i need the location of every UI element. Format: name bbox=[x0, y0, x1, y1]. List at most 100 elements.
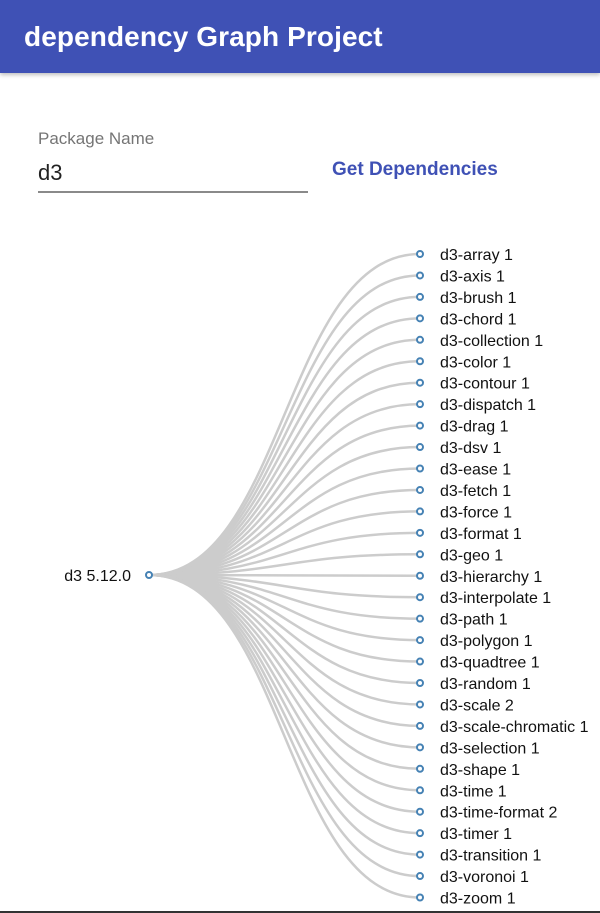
tree-link bbox=[148, 338, 421, 577]
dependency-node-label: d3-array 1 bbox=[440, 247, 513, 264]
dependency-node-label: d3-interpolate 1 bbox=[440, 590, 551, 607]
dependency-node[interactable]: d3-fetch 1 bbox=[416, 483, 511, 500]
dependency-node-dot[interactable] bbox=[416, 700, 424, 709]
dependency-node-dot[interactable] bbox=[416, 314, 424, 323]
dependency-node-dot[interactable] bbox=[416, 378, 424, 387]
dependency-node-dot[interactable] bbox=[416, 786, 424, 795]
root-node-label: d3 5.12.0 bbox=[64, 568, 131, 585]
dependency-node[interactable]: d3-dsv 1 bbox=[416, 440, 501, 457]
dependency-node-dot[interactable] bbox=[416, 421, 424, 430]
dependency-node[interactable]: d3-color 1 bbox=[416, 354, 511, 371]
dependency-node-dot[interactable] bbox=[416, 679, 424, 687]
dependency-node-dot[interactable] bbox=[416, 593, 424, 602]
dependency-node-dot[interactable] bbox=[416, 464, 424, 473]
tree-link bbox=[148, 573, 421, 835]
package-name-input[interactable] bbox=[38, 155, 308, 193]
dependency-node[interactable]: d3-brush 1 bbox=[416, 290, 517, 307]
dependency-node-label: d3-polygon 1 bbox=[440, 633, 533, 650]
dependency-node[interactable]: d3-selection 1 bbox=[416, 740, 540, 757]
dependency-node-label: d3-voronoi 1 bbox=[440, 869, 529, 886]
dependency-node-label: d3-zoom 1 bbox=[440, 891, 516, 908]
dependency-node-label: d3-timer 1 bbox=[440, 826, 512, 843]
dependency-node-dot[interactable] bbox=[416, 357, 424, 366]
dependency-node[interactable]: d3-hierarchy 1 bbox=[416, 569, 542, 586]
dependency-node-dot[interactable] bbox=[416, 271, 424, 280]
dependency-node-label: d3-axis 1 bbox=[440, 268, 505, 285]
package-name-label: Package Name bbox=[38, 129, 155, 148]
dependency-node-dot[interactable] bbox=[416, 250, 424, 258]
dependency-node-dot[interactable] bbox=[416, 872, 424, 881]
dependency-node[interactable]: d3-transition 1 bbox=[416, 848, 541, 865]
dependency-node-dot[interactable] bbox=[416, 657, 424, 666]
dependency-node-dot[interactable] bbox=[416, 571, 424, 580]
dependency-node-dot[interactable] bbox=[416, 400, 424, 409]
dependency-node-dot[interactable] bbox=[416, 528, 424, 537]
dependency-node-label: d3-transition 1 bbox=[440, 848, 541, 865]
dependency-node-dot[interactable] bbox=[416, 829, 424, 838]
dependency-node-label: d3-hierarchy 1 bbox=[440, 569, 542, 586]
dependency-node-label: d3-random 1 bbox=[440, 676, 531, 693]
tree-link bbox=[148, 573, 421, 878]
dependency-node-dot[interactable] bbox=[416, 743, 424, 752]
get-dependencies-button[interactable]: Get Dependencies bbox=[332, 159, 498, 180]
dependency-node[interactable]: d3-drag 1 bbox=[416, 419, 509, 436]
dependency-node-dot[interactable] bbox=[416, 764, 424, 773]
dependency-node[interactable]: d3-format 1 bbox=[416, 526, 522, 543]
dependency-node[interactable]: d3-scale 2 bbox=[416, 697, 514, 714]
dependency-node[interactable]: d3-shape 1 bbox=[416, 762, 520, 779]
root-node[interactable]: d3 5.12.0 bbox=[64, 568, 153, 585]
dependency-node-label: d3-time 1 bbox=[440, 783, 507, 800]
dependency-node[interactable]: d3-contour 1 bbox=[416, 376, 530, 393]
dependency-node-label: d3-scale-chromatic 1 bbox=[440, 719, 589, 736]
dependency-node[interactable]: d3-axis 1 bbox=[416, 268, 505, 285]
dependency-node[interactable]: d3-ease 1 bbox=[416, 462, 511, 479]
dependency-node[interactable]: d3-quadtree 1 bbox=[416, 655, 540, 672]
dependency-node[interactable]: d3-interpolate 1 bbox=[416, 590, 551, 607]
tree-link bbox=[148, 573, 421, 813]
dependency-node[interactable]: d3-polygon 1 bbox=[416, 633, 533, 650]
dependency-node-dot[interactable] bbox=[416, 614, 424, 623]
dependency-node-dot[interactable] bbox=[416, 807, 424, 816]
dependency-node[interactable]: d3-time-format 2 bbox=[416, 805, 557, 822]
tree-link bbox=[148, 467, 421, 577]
dependency-node[interactable]: d3-geo 1 bbox=[416, 547, 503, 564]
package-form: Package Name Get Dependencies bbox=[0, 73, 600, 223]
dependency-node-label: d3-scale 2 bbox=[440, 697, 514, 714]
dependency-node-label: d3-collection 1 bbox=[440, 333, 543, 350]
dependency-node[interactable]: d3-time 1 bbox=[416, 783, 507, 800]
dependency-node-dot[interactable] bbox=[416, 443, 424, 452]
dependency-node[interactable]: d3-random 1 bbox=[416, 676, 531, 693]
dependency-node-label: d3-chord 1 bbox=[440, 311, 517, 328]
dependency-node[interactable]: d3-zoom 1 bbox=[416, 891, 516, 908]
tree-link bbox=[148, 573, 421, 706]
dependency-node-dot[interactable] bbox=[416, 485, 424, 494]
dependency-node[interactable]: d3-force 1 bbox=[416, 504, 512, 521]
dependency-node[interactable]: d3-collection 1 bbox=[416, 333, 543, 350]
tree-link bbox=[148, 573, 421, 899]
dependency-node[interactable]: d3-dispatch 1 bbox=[416, 397, 536, 414]
tree-link bbox=[148, 573, 421, 771]
dependency-node-dot[interactable] bbox=[416, 721, 424, 730]
dependency-node-dot[interactable] bbox=[416, 850, 424, 859]
dependency-node-label: d3-color 1 bbox=[440, 354, 511, 371]
dependency-node-label: d3-shape 1 bbox=[440, 762, 520, 779]
dependency-node[interactable]: d3-path 1 bbox=[416, 612, 508, 629]
dependency-node-dot[interactable] bbox=[416, 893, 424, 902]
dependency-node-dot[interactable] bbox=[416, 292, 424, 301]
dependency-node-label: d3-drag 1 bbox=[440, 419, 509, 436]
dependency-node[interactable]: d3-scale-chromatic 1 bbox=[416, 719, 589, 736]
dependency-node[interactable]: d3-array 1 bbox=[416, 247, 513, 264]
root-node-dot[interactable] bbox=[145, 571, 153, 579]
dependency-node[interactable]: d3-timer 1 bbox=[416, 826, 512, 843]
dependency-node-dot[interactable] bbox=[416, 636, 424, 645]
dependency-node-label: d3-brush 1 bbox=[440, 290, 517, 307]
tree-link bbox=[148, 274, 421, 577]
tree-link bbox=[148, 573, 421, 685]
dependency-node-label: d3-quadtree 1 bbox=[440, 655, 540, 672]
dependency-node-dot[interactable] bbox=[416, 550, 424, 559]
dependency-node[interactable]: d3-chord 1 bbox=[416, 311, 517, 328]
dependency-node-dot[interactable] bbox=[416, 507, 424, 516]
dependency-node-dot[interactable] bbox=[416, 335, 424, 344]
dependency-node-label: d3-path 1 bbox=[440, 612, 508, 629]
dependency-node[interactable]: d3-voronoi 1 bbox=[416, 869, 529, 886]
